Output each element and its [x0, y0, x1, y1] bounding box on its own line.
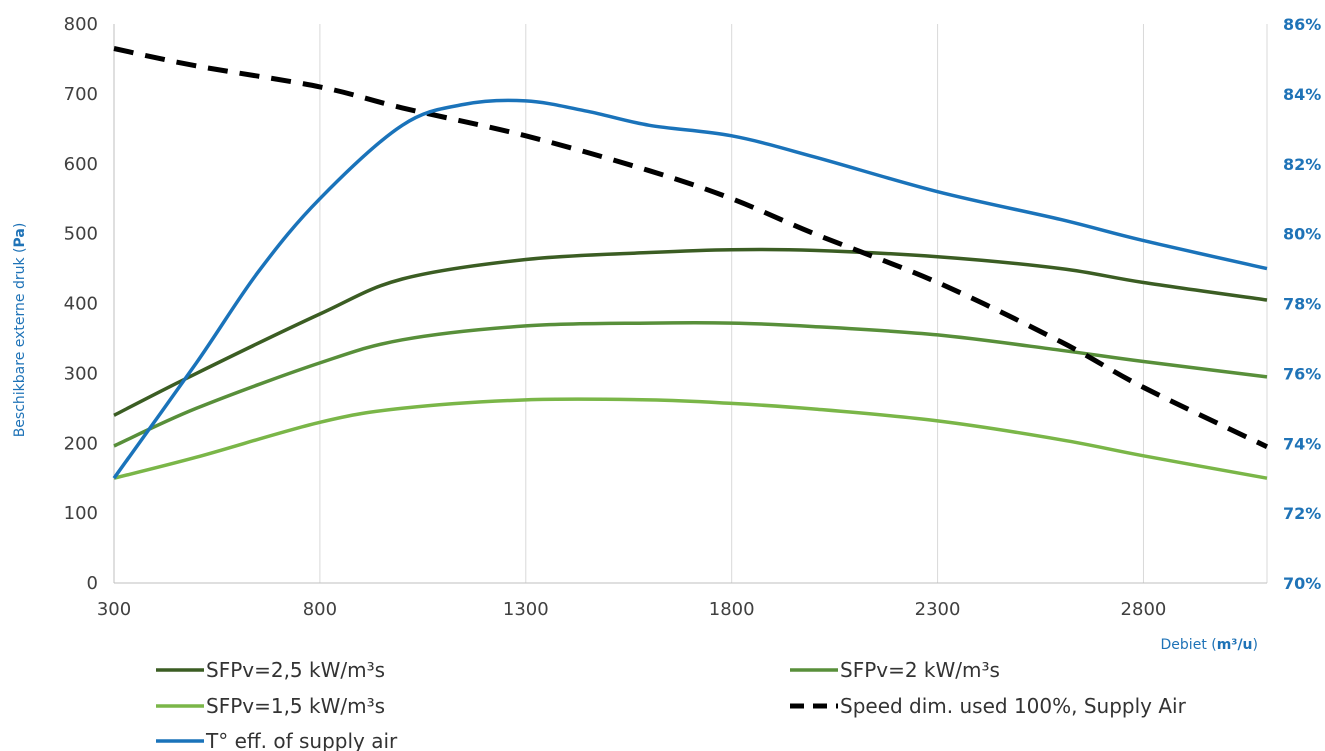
ticks-layer: 0 100 200 300 400 500 600 700 800 70% 72% 74% 76% 78%… — [64, 14, 1322, 620]
x-tick-label: 1300 — [503, 599, 549, 620]
y-tick-label: 600 — [64, 154, 98, 175]
x-tick-label: 800 — [303, 599, 337, 620]
y-axis-label-prefix: Beschikbare externe druk ( — [12, 248, 28, 438]
legend-label: SFPv=2 kW/m³s — [840, 658, 1000, 682]
y-axis-label: Beschikbare externe druk (Pa) — [12, 223, 28, 438]
x-tick-label: 300 — [97, 599, 131, 620]
series-t-eff-line — [112, 98, 1268, 480]
x-tick-label: 1800 — [709, 599, 755, 620]
x-axis-label-prefix: Debiet ( — [1161, 637, 1217, 653]
legend-layer: SFPv=2,5 kW/m³s SFPv=2 kW/m³s SFPv=1,5 kW/… — [156, 658, 1187, 751]
series-sfpv-2-line — [113, 320, 1268, 448]
y2-tick-label: 76% — [1283, 364, 1321, 383]
legend-label: T° eff. of supply air — [205, 729, 398, 751]
y-tick-label: 0 — [87, 573, 98, 594]
y-tick-label: 200 — [64, 433, 98, 454]
x-axis-label-unit: m³/u — [1217, 637, 1253, 653]
y2-tick-label: 84% — [1283, 85, 1321, 104]
y2-tick-label: 72% — [1283, 504, 1321, 523]
y2-tick-label: 86% — [1283, 15, 1321, 34]
y-tick-label: 800 — [64, 14, 98, 35]
series-sfpv-2-5-line — [113, 247, 1268, 417]
x-tick-label: 2800 — [1121, 599, 1167, 620]
x-axis-label: Debiet (m³/u) — [1161, 637, 1258, 653]
series-speed-dim-line — [113, 46, 1269, 449]
x-tick-label: 2300 — [915, 599, 961, 620]
legend-label: SFPv=1,5 kW/m³s — [206, 694, 385, 718]
legend-label: SFPv=2,5 kW/m³s — [206, 658, 385, 682]
y2-tick-label: 74% — [1283, 434, 1321, 453]
y2-tick-label: 82% — [1283, 155, 1321, 174]
y2-tick-label: 78% — [1283, 295, 1321, 314]
x-axis-label-suffix: ) — [1253, 637, 1258, 653]
grid-layer — [319, 24, 1268, 583]
y-axis-label-suffix: ) — [12, 223, 28, 228]
y-tick-label: 500 — [64, 224, 98, 245]
y-axis-label-unit: Pa — [12, 228, 28, 247]
y-tick-label: 700 — [64, 84, 98, 105]
y-tick-label: 300 — [64, 363, 98, 384]
y2-tick-label: 70% — [1283, 574, 1321, 593]
series-sfpv-1-5-line — [113, 397, 1268, 480]
axis-layer — [113, 24, 1267, 584]
y2-tick-label: 80% — [1283, 225, 1321, 244]
y-tick-label: 400 — [64, 294, 98, 315]
legend-label: Speed dim. used 100%, Supply Air — [840, 694, 1187, 718]
series-layer — [112, 46, 1269, 480]
y-tick-label: 100 — [64, 503, 98, 524]
